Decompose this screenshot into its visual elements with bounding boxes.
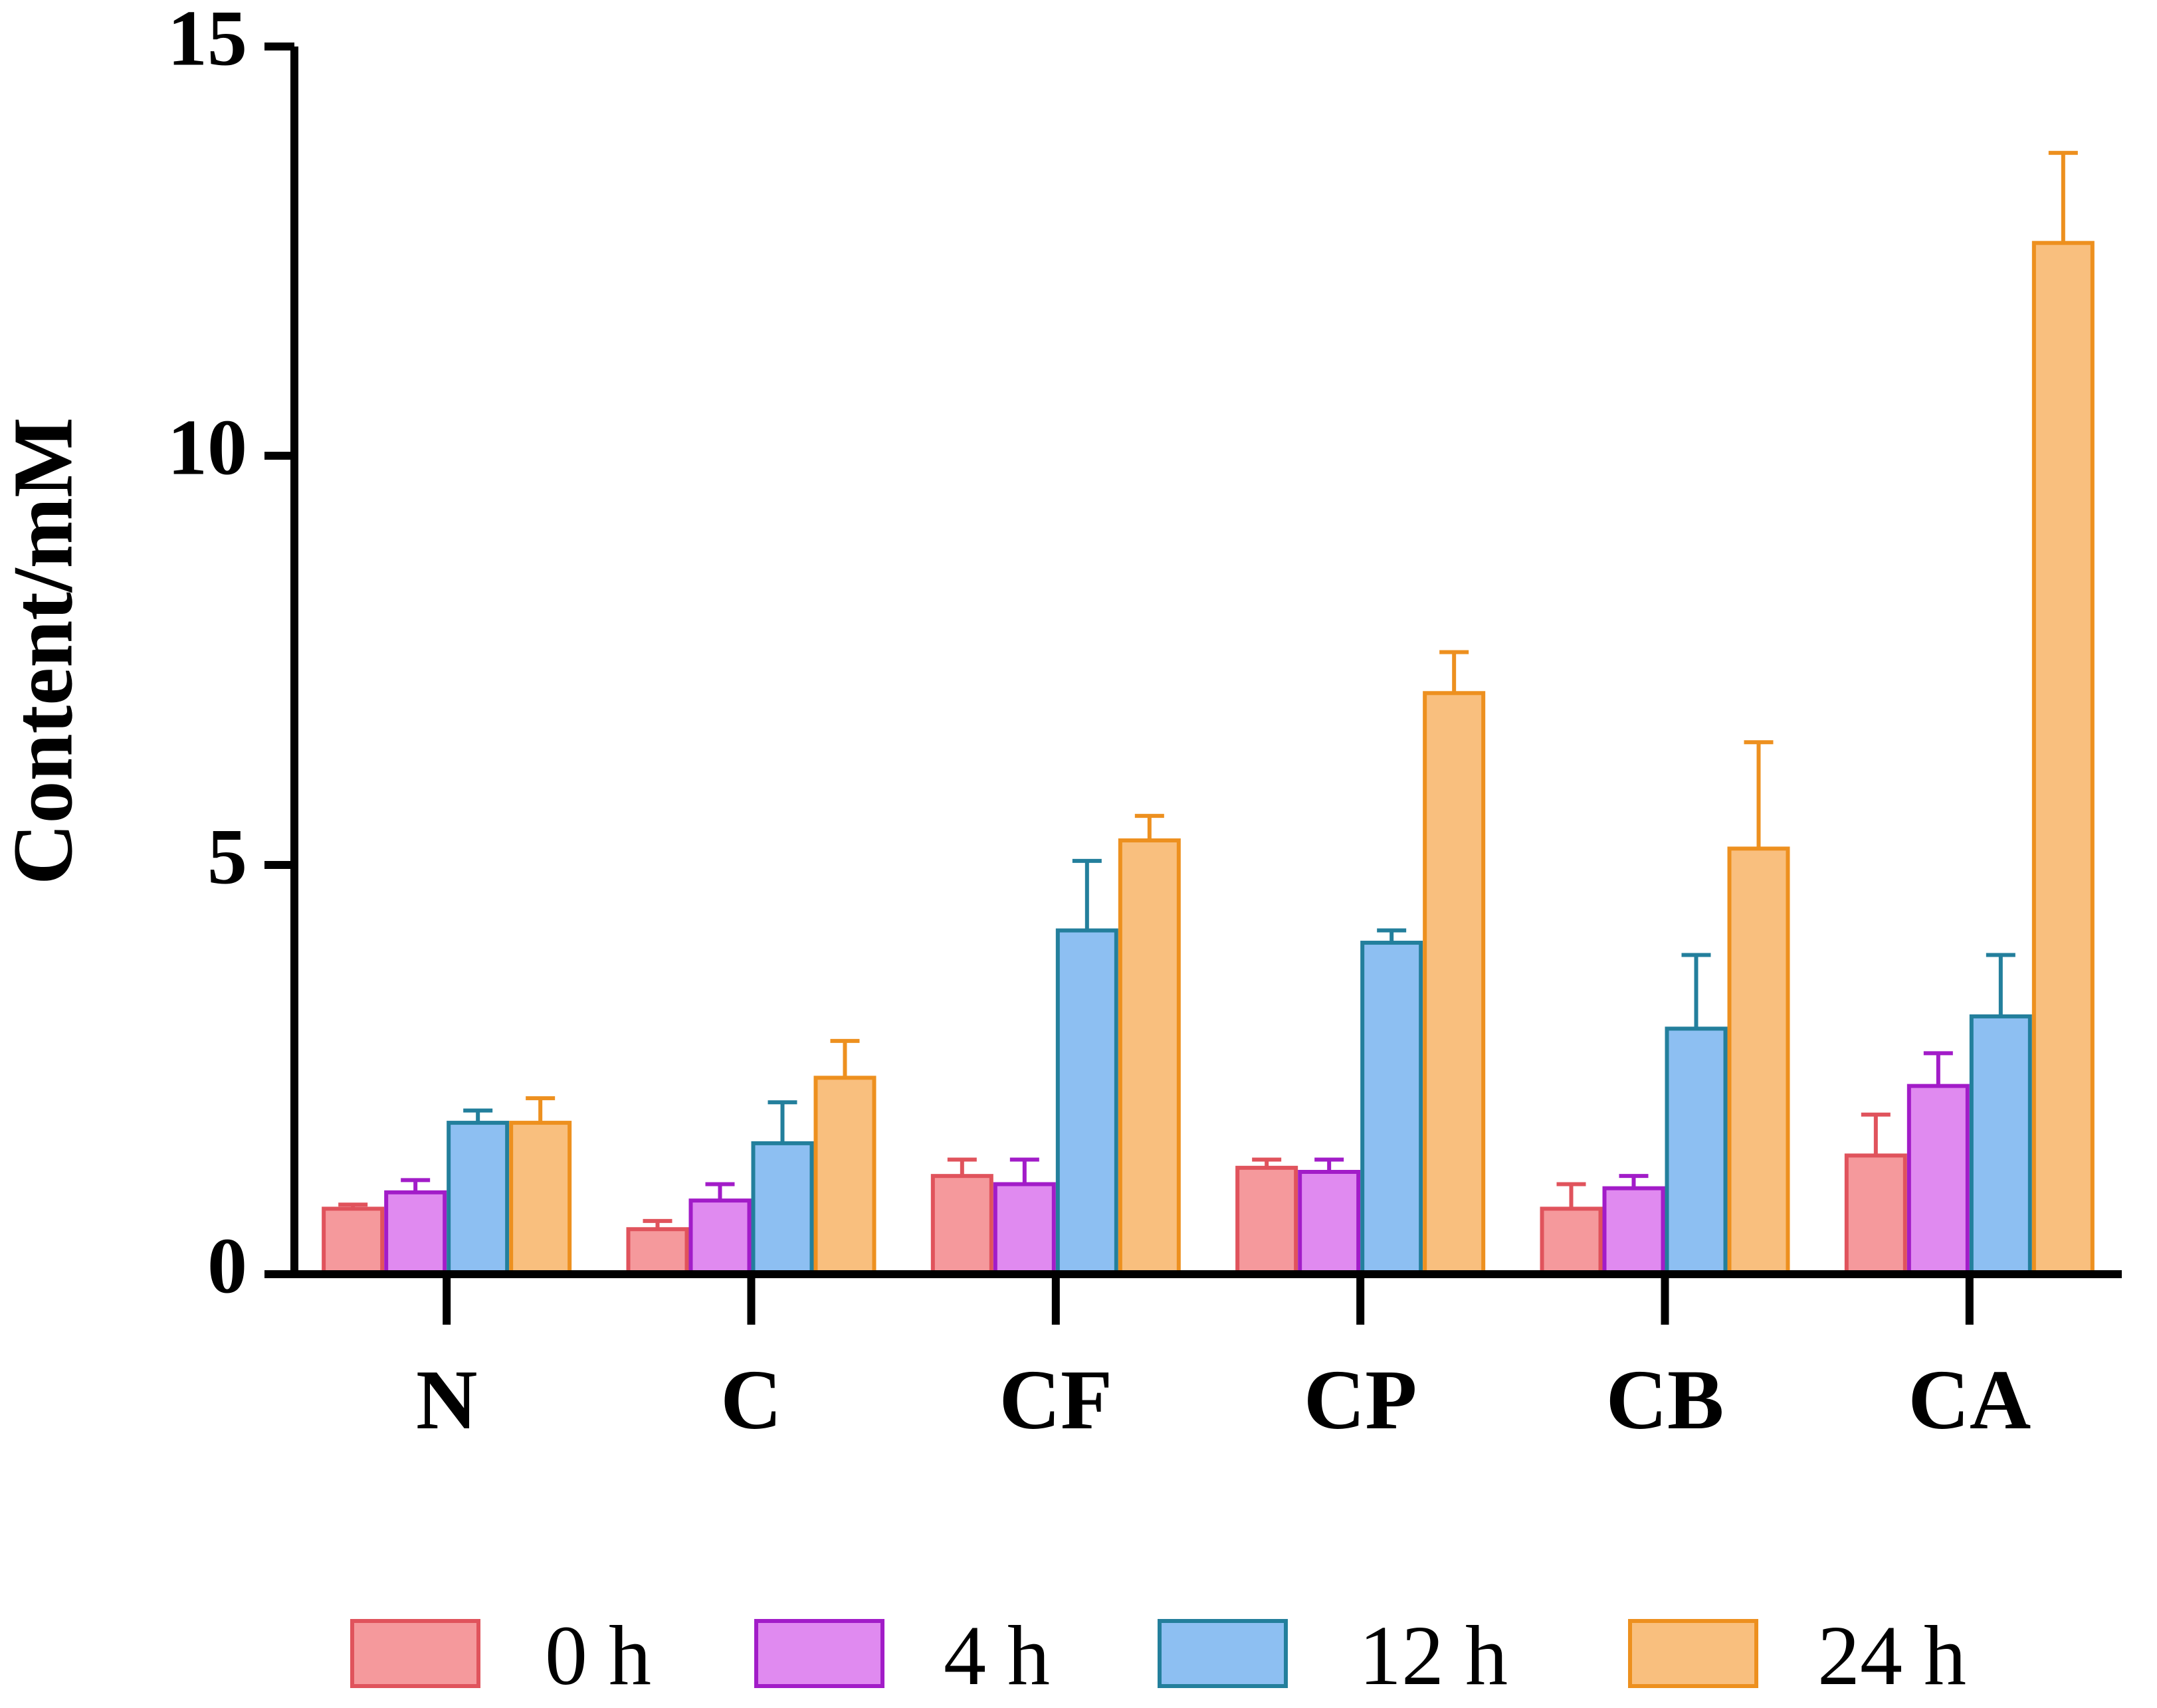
bar-cp-4h [1298, 1170, 1361, 1276]
bar-c-0h [626, 1227, 689, 1276]
bar-cf-12h [1055, 928, 1118, 1277]
y-tick-label: 5 [207, 812, 247, 901]
legend-swatch-12h [1158, 1619, 1288, 1688]
legend-label-0h: 0 h [545, 1608, 651, 1703]
bar-cp-24h [1423, 691, 1486, 1276]
x-ticks: N C CF CP CB CA [416, 1274, 2031, 1447]
bar-n-0h [322, 1206, 385, 1276]
bar-n-24h [509, 1121, 572, 1276]
category-label-cp: CP [1304, 1353, 1417, 1447]
error-bars-layer [338, 151, 2078, 1230]
bar-cb-24h [1727, 846, 1790, 1276]
bars-layer [322, 240, 2095, 1277]
legend-swatch-4h [754, 1619, 884, 1688]
y-tick-label: 0 [207, 1222, 247, 1310]
legend-label-12h: 12 h [1359, 1608, 1508, 1703]
y-ticks: 0 5 10 15 [167, 0, 294, 1310]
bar-ca-0h [1844, 1153, 1907, 1276]
category-label-ca: CA [1908, 1353, 2031, 1447]
bar-cf-0h [930, 1174, 993, 1277]
category-label-c: C [720, 1353, 781, 1447]
bar-cb-0h [1540, 1206, 1603, 1276]
bar-ca-4h [1906, 1084, 1970, 1276]
legend-label-4h: 4 h [944, 1608, 1050, 1703]
bar-c-24h [813, 1076, 876, 1276]
y-axis-title: Content/mM [0, 417, 90, 885]
category-label-n: N [416, 1353, 477, 1447]
legend-swatch-0h [350, 1619, 480, 1688]
bar-cb-4h [1602, 1186, 1665, 1277]
bar-cf-24h [1118, 838, 1181, 1277]
bar-cp-0h [1235, 1165, 1298, 1276]
bar-n-12h [447, 1121, 510, 1276]
bar-c-12h [751, 1141, 814, 1276]
legend-label-24h: 24 h [1817, 1608, 1966, 1703]
y-tick-label: 10 [167, 403, 247, 492]
bar-ca-24h [2031, 240, 2095, 1276]
legend-swatch-24h [1628, 1619, 1758, 1688]
axes-layer [290, 47, 2122, 1278]
legend: 0 h 4 h 12 h 24 h [350, 1608, 1966, 1703]
y-tick-label: 15 [167, 0, 247, 82]
category-label-cb: CB [1606, 1353, 1724, 1447]
bar-n-4h [384, 1190, 447, 1277]
bar-cb-12h [1665, 1026, 1728, 1277]
bar-c-4h [688, 1198, 752, 1276]
bar-cp-12h [1360, 941, 1423, 1277]
bar-ca-12h [1969, 1014, 2032, 1277]
category-label-cf: CF [999, 1353, 1113, 1447]
bar-cf-4h [993, 1182, 1056, 1276]
